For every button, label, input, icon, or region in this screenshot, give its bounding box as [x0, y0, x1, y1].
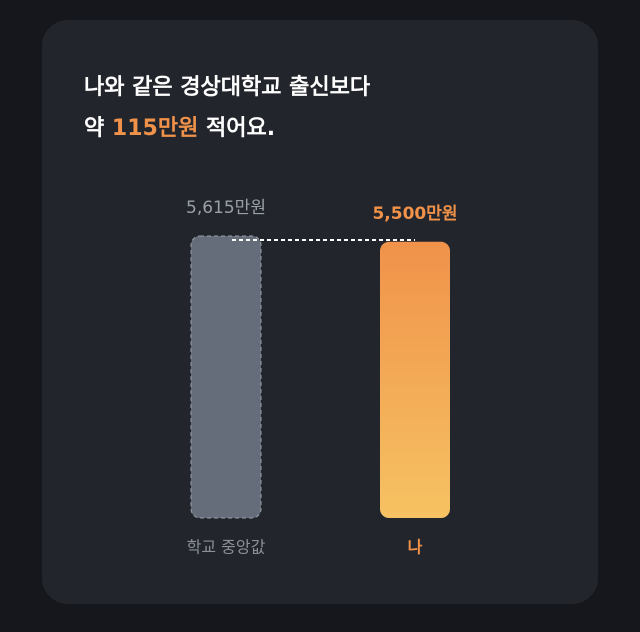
title-part: 적어요.: [206, 116, 275, 141]
title-highlight: 115만원: [112, 116, 198, 141]
value-label: 5,615만원: [186, 198, 266, 218]
title-line: 나와 같은 경상대학교 출신보다: [84, 75, 371, 100]
bar: [380, 241, 450, 518]
bar: [190, 235, 262, 519]
x-tick-label: 학교 중앙값: [187, 538, 266, 557]
x-tick-label: 나: [408, 538, 423, 557]
title-part: 약: [84, 116, 104, 141]
value-label: 5,500만원: [372, 204, 457, 224]
title-line: 약 115만원 적어요.: [84, 116, 275, 141]
card: [42, 20, 598, 604]
